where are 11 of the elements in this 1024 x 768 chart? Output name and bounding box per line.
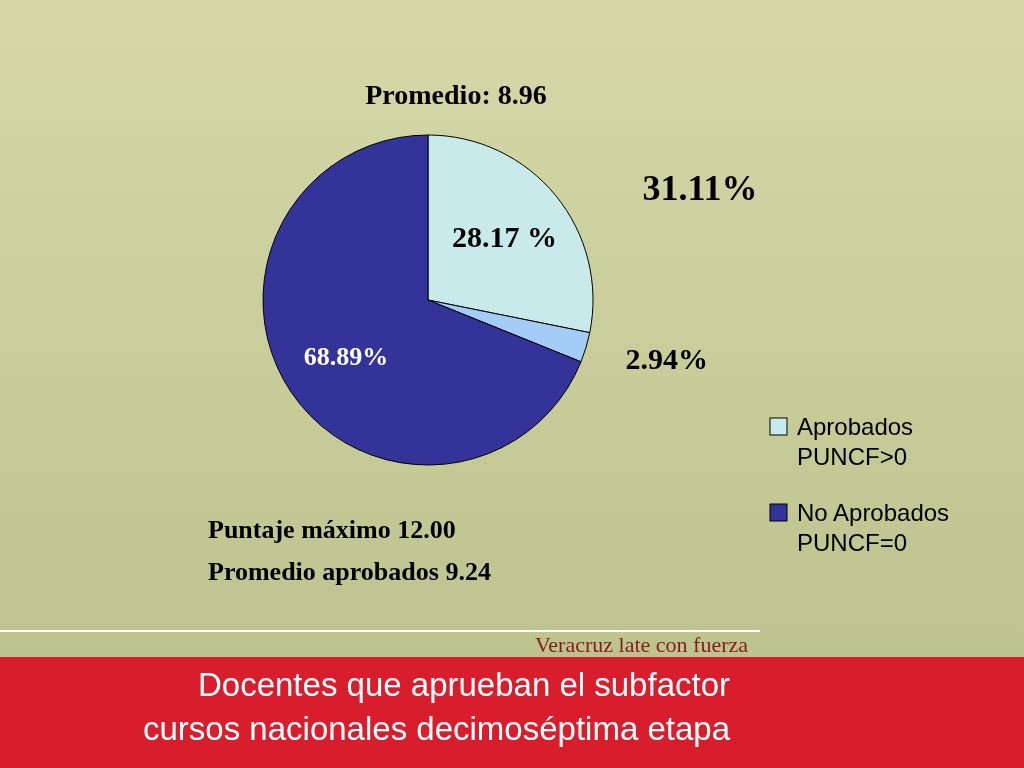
chart-subtitle: Promedio: 8.96 <box>365 79 547 110</box>
data-label: 68.89% <box>303 342 389 372</box>
text: Promedio aprobados 9.24 <box>208 557 491 586</box>
data-label: 2.94% <box>625 342 709 376</box>
text: 31.11% <box>642 168 758 208</box>
text: Puntaje máximo 12.00 <box>208 515 456 544</box>
text: Docentes que aprueban el subfactor cursos nacionales decimoséptima etapa <box>143 666 731 747</box>
text: Veracruz late con fuerza <box>534 632 749 657</box>
legend-label: Aprobados PUNCF>0 <box>797 413 914 470</box>
data-label: 28.17 % <box>452 220 558 254</box>
legend-label: No Aprobados PUNCF=0 <box>797 499 950 556</box>
